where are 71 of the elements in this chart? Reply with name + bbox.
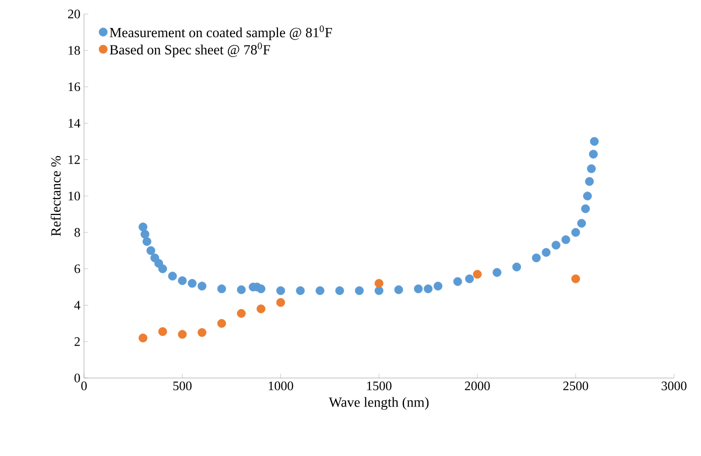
point — [217, 319, 226, 328]
point — [276, 286, 286, 296]
point — [588, 150, 598, 159]
point — [374, 286, 384, 296]
point — [571, 228, 580, 237]
point — [198, 328, 206, 337]
point — [434, 282, 442, 290]
point — [178, 276, 187, 286]
x-tick-label: 1500 — [367, 382, 392, 390]
y-tick-label: 2 — [74, 337, 80, 346]
y-tick-label: 16 — [68, 82, 80, 92]
point — [465, 274, 474, 284]
point — [188, 278, 197, 288]
x-tick-label: 500 — [173, 382, 192, 390]
point — [236, 309, 246, 318]
point — [142, 237, 152, 246]
point — [236, 285, 246, 294]
x-tick-label: 0 — [81, 382, 87, 390]
point — [138, 222, 148, 232]
point — [394, 285, 404, 294]
point — [587, 164, 596, 174]
point — [414, 284, 423, 294]
y-tick-label: 4 — [74, 300, 80, 310]
point — [583, 192, 592, 200]
y-axis-title: Reflectance % — [50, 156, 61, 236]
y-tick-label: 20 — [68, 10, 80, 18]
x-tick-label: 1000 — [268, 382, 294, 390]
point — [256, 304, 266, 314]
point — [561, 235, 570, 244]
point — [424, 284, 433, 294]
x-axis-title: Wave length (nm) — [328, 397, 429, 410]
point — [168, 272, 177, 280]
point — [138, 334, 148, 342]
y-tick-label: 14 — [68, 118, 80, 128]
x-tick-label: 2500 — [563, 382, 588, 390]
y-tick-label: 6 — [74, 264, 80, 274]
point — [571, 274, 580, 284]
point — [296, 286, 305, 296]
point — [158, 264, 168, 274]
point — [198, 282, 206, 290]
point — [374, 278, 384, 288]
point — [492, 268, 502, 277]
point — [577, 218, 586, 228]
point — [158, 327, 168, 336]
point — [590, 137, 599, 146]
point — [542, 248, 551, 257]
y-tick-label: 0 — [74, 374, 80, 382]
legend-label: Measurement on coated sample @ 81$^{0}$F — [110, 25, 332, 40]
point — [140, 230, 150, 239]
point — [585, 177, 594, 186]
point — [178, 330, 187, 339]
point — [276, 298, 286, 307]
point — [453, 277, 462, 286]
y-tick-label: 8 — [74, 228, 80, 237]
y-tick-label: 10 — [68, 192, 80, 200]
point — [354, 286, 364, 296]
point — [146, 246, 156, 255]
legend-label: Based on Spec sheet @ 78$^{0}$F — [110, 42, 270, 58]
point — [532, 253, 541, 262]
point — [512, 262, 522, 272]
point — [472, 270, 482, 279]
point — [581, 204, 590, 214]
y-tick-label: 18 — [68, 46, 80, 55]
x-tick-label: 3000 — [662, 382, 686, 390]
point — [316, 286, 324, 296]
y-tick-label: 12 — [68, 155, 80, 164]
point — [335, 286, 344, 296]
point — [552, 240, 560, 250]
point — [217, 284, 226, 294]
point — [256, 284, 266, 294]
x-tick-label: 2000 — [464, 382, 490, 390]
